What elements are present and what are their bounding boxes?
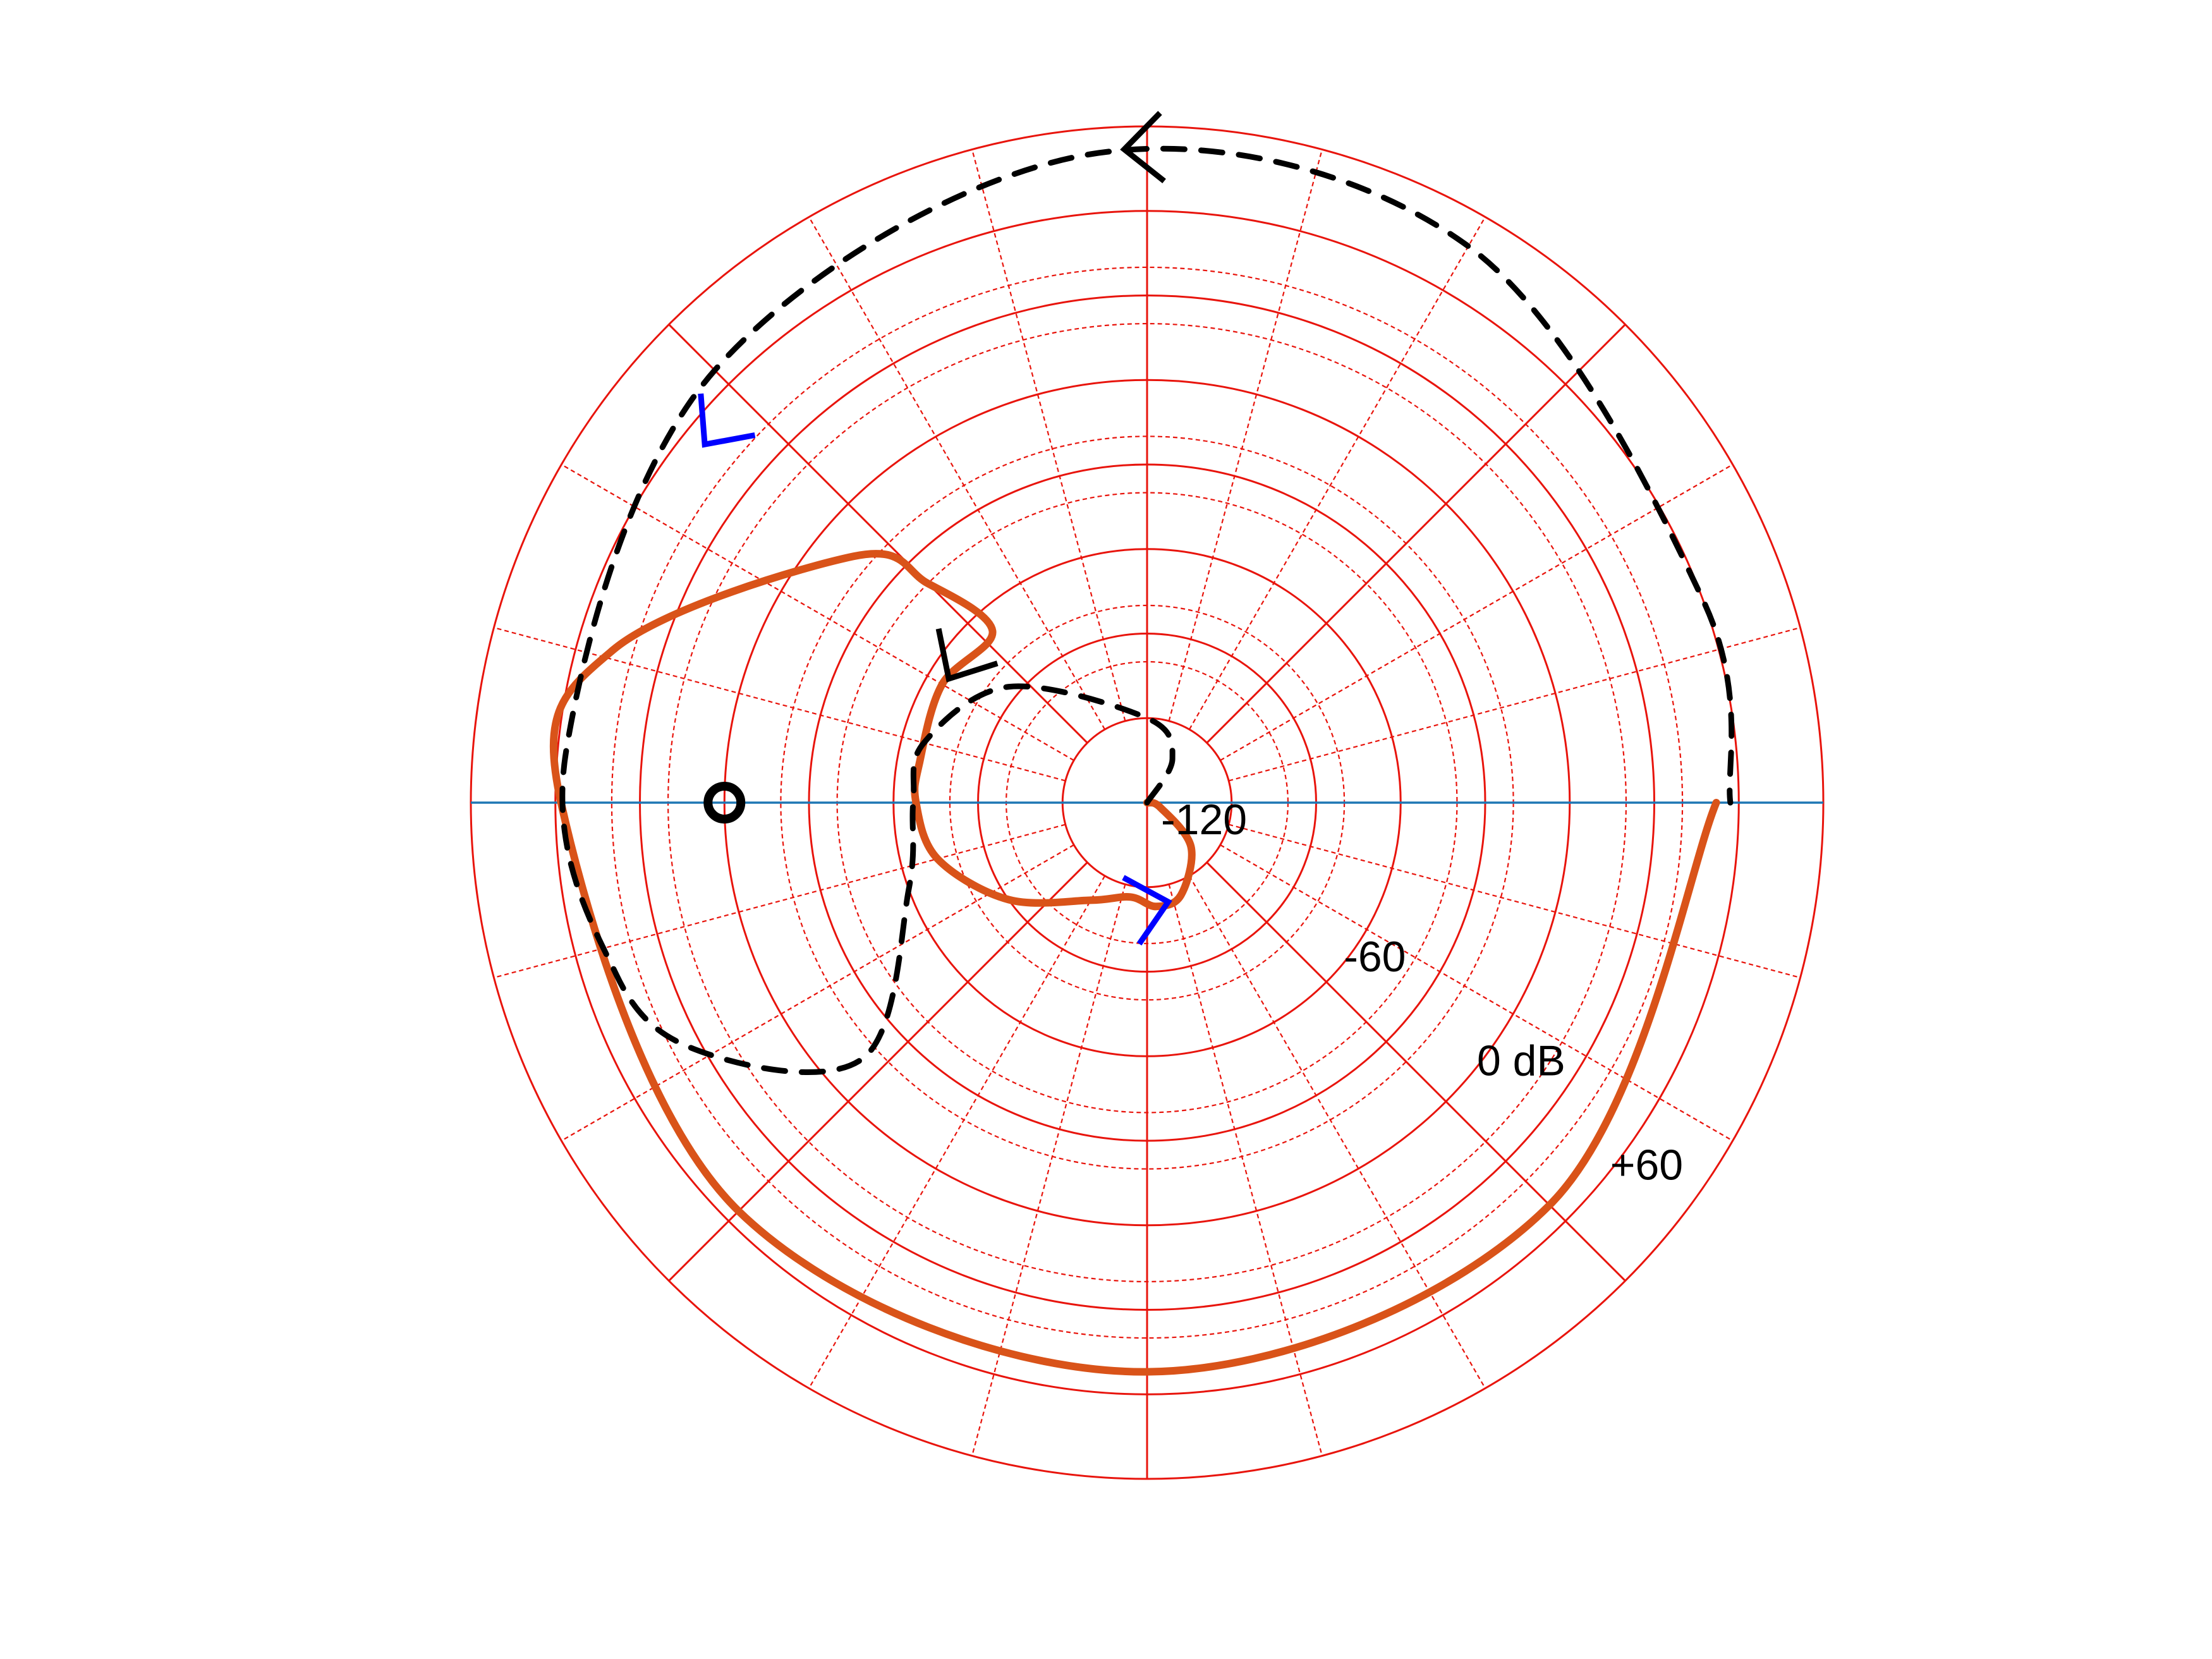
ring-label-3: +60 — [1610, 1141, 1683, 1189]
ring-label-0: -120 — [1161, 796, 1247, 844]
grid-spoke-240 — [808, 875, 1106, 1389]
dashed-series-line — [559, 145, 1735, 1076]
direction-marker-0-0 — [1122, 875, 1172, 946]
grid-spoke-330 — [1220, 844, 1734, 1141]
grid-spoke-75 — [1168, 149, 1323, 722]
grid-spoke-315 — [1206, 861, 1626, 1282]
solid-series-line — [549, 550, 1720, 1376]
ring-labels: -120 -60 0 dB +60 — [1161, 796, 1683, 1189]
ring-label-1: -60 — [1344, 933, 1406, 981]
direction-markers — [698, 111, 1172, 946]
ring-label-2: 0 dB — [1477, 1037, 1565, 1085]
grid-spoke-120 — [808, 216, 1106, 730]
grid-spoke-60 — [1188, 216, 1486, 730]
critical-point-marker — [703, 782, 746, 823]
grid-spoke-105 — [971, 149, 1126, 722]
direction-marker-1-0 — [935, 628, 999, 683]
grid-spoke-210 — [561, 844, 1074, 1141]
grid-spoke-45 — [1206, 324, 1626, 744]
direction-marker-0-1 — [698, 393, 756, 448]
grid-spoke-135 — [668, 324, 1088, 744]
series-group — [549, 145, 1735, 1376]
direction-marker-1-1 — [1120, 111, 1166, 184]
grid-spoke-345 — [1228, 823, 1801, 978]
grid-spoke-285 — [1168, 884, 1323, 1456]
grid-spoke-195 — [494, 823, 1066, 978]
grid-spoke-225 — [668, 861, 1088, 1282]
grid-spoke-30 — [1220, 464, 1734, 762]
grid-spoke-150 — [561, 464, 1074, 762]
grid-spoke-15 — [1228, 627, 1801, 782]
grid-spoke-300 — [1188, 875, 1486, 1389]
grid-spoke-255 — [971, 884, 1126, 1456]
